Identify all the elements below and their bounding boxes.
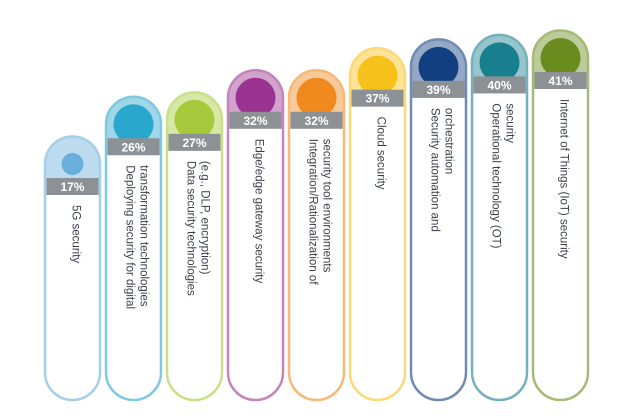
bar-group: 32% Edge/edge gateway security [226, 69, 285, 402]
data-label: 37% [365, 92, 389, 106]
bar-group: 41% Internet of Things (IoT) security [531, 29, 590, 402]
bar-outline [165, 91, 224, 402]
bar-marker-circle [479, 42, 520, 83]
bar-outline [470, 33, 529, 402]
bar-marker-circle [296, 77, 337, 118]
category-label: Data security technologies [185, 161, 197, 296]
category-label: 5G security [70, 205, 82, 263]
bar-label-area [289, 128, 344, 400]
value-band [229, 111, 282, 129]
bar-label-area [472, 93, 527, 401]
bar-group: 17% 5G security [43, 135, 102, 402]
category-label: Integration/Rationalization of [307, 139, 319, 286]
value-band [168, 133, 221, 151]
bar-marker-circle [174, 99, 215, 140]
value-band [46, 178, 99, 195]
category-label: (e.g., DLP, encryption) [199, 161, 211, 275]
bar-outline [43, 135, 102, 402]
bar-label-area [350, 106, 405, 401]
category-label: Cloud security [375, 117, 387, 190]
value-band [351, 89, 404, 107]
bar-label-area [228, 128, 283, 400]
category-label: transformation technologies [138, 165, 150, 307]
bar-outline [104, 95, 163, 402]
bar-group: 32% Integration/Rationalization of securit… [287, 69, 346, 402]
data-label: 32% [304, 114, 328, 128]
bar-marker-circle [61, 153, 84, 175]
category-label: Edge/edge gateway security [253, 139, 265, 284]
bar-outline [531, 29, 590, 402]
bar-label-area [533, 89, 588, 400]
bar-outline [348, 46, 407, 402]
category-label: Security automation and [429, 108, 441, 232]
bar-marker-circle [357, 55, 398, 96]
bar-group: 40% Operational technology (OT) security [470, 33, 529, 402]
category-label: orchestration [443, 108, 455, 174]
bar-group: 39% Security automation and orchestration [409, 38, 468, 402]
category-label: Operational technology (OT) [490, 103, 502, 248]
bar-group: 26% Deploying security for digital transfo… [104, 95, 163, 402]
value-band [290, 111, 343, 129]
bar-outline [226, 69, 285, 402]
value-band [473, 76, 526, 94]
bar-outline [409, 38, 468, 402]
data-label: 41% [548, 74, 572, 88]
category-label: security [504, 103, 516, 143]
bar-label-area [167, 150, 222, 400]
data-label: 26% [121, 140, 145, 154]
bar-marker-circle [113, 104, 154, 145]
value-band [534, 72, 587, 89]
bar-label-area [106, 155, 161, 400]
bar-group: 27% Data security technologies (e.g., DLP,… [165, 91, 224, 402]
value-band [107, 138, 160, 156]
bar-marker-circle [235, 77, 276, 118]
category-label: Internet of Things (IoT) security [558, 99, 570, 259]
bar-outline [287, 69, 346, 402]
bar-marker-circle [418, 46, 459, 87]
category-label: Deploying security for digital [124, 165, 136, 309]
data-label: 27% [182, 136, 206, 150]
bar-marker-circle [540, 38, 581, 78]
bar-group: 37% Cloud security [348, 46, 407, 402]
bar-label-area [45, 195, 100, 400]
data-label: 40% [487, 78, 511, 92]
data-label: 32% [243, 114, 267, 128]
data-label: 17% [60, 180, 84, 194]
data-label: 39% [426, 83, 450, 97]
bar-label-area [411, 97, 466, 400]
value-band [412, 80, 465, 98]
category-label: security tool environments [321, 139, 333, 273]
